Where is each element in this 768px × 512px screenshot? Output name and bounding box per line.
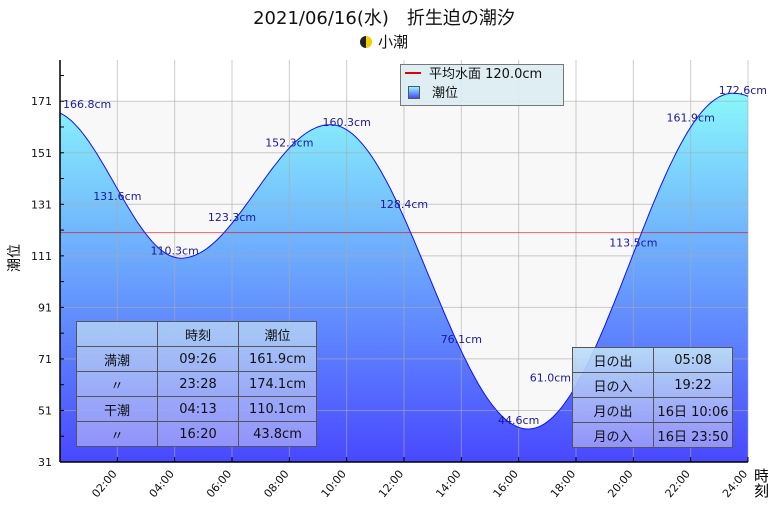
cell: 09:26 — [157, 346, 239, 372]
cell: 16日 10:06 — [653, 397, 733, 423]
cell: 110.1cm — [238, 396, 317, 422]
table-row: 日の入 19:22 — [572, 372, 733, 398]
x-axis-label: 時刻 — [752, 468, 768, 498]
table-row: 日の出 05:08 — [572, 347, 733, 373]
half-moon-icon — [359, 36, 372, 48]
point-label: 172.6cm — [719, 84, 767, 97]
cell: 16日 23:50 — [653, 422, 733, 448]
point-label: 123.3cm — [208, 211, 256, 224]
tide-table: 時刻 潮位 満潮 09:26 161.9cm 〃 23:28 174.1cm 干潮 04:… — [76, 321, 317, 447]
x-tick-label: 06:00 — [204, 468, 234, 501]
cell: 月の入 — [572, 422, 654, 448]
tide-type-label: 小潮 — [377, 33, 408, 51]
cell: 満潮 — [76, 346, 158, 372]
y-tick-label: 51 — [38, 404, 52, 417]
x-tick-label: 18:00 — [548, 468, 578, 501]
table-row: 月の入 16日 23:50 — [572, 422, 733, 448]
cell: 16:20 — [157, 421, 239, 447]
legend-item-tide: 潮位 — [401, 84, 563, 103]
cell: 〃 — [76, 371, 158, 397]
x-tick-label: 04:00 — [147, 468, 177, 501]
header-cell — [76, 321, 158, 347]
cell: 〃 — [76, 421, 158, 447]
point-label: 44.6cm — [498, 414, 539, 427]
cell: 174.1cm — [238, 371, 317, 397]
point-label: 161.9cm — [667, 112, 715, 125]
x-tick-label: 22:00 — [663, 468, 693, 501]
cell: 月の出 — [572, 397, 654, 423]
x-tick-label: 12:00 — [376, 468, 406, 501]
point-label: 128.4cm — [380, 198, 428, 211]
table-header-row: 時刻 潮位 — [76, 321, 317, 347]
cell: 日の出 — [572, 347, 654, 373]
cell: 干潮 — [76, 396, 158, 422]
cell: 04:13 — [157, 396, 239, 422]
point-label: 160.3cm — [323, 116, 371, 129]
point-label: 61.0cm — [530, 372, 571, 385]
x-tick-label: 20:00 — [605, 468, 635, 501]
point-label: 152.3cm — [265, 136, 313, 149]
table-row: 満潮 09:26 161.9cm — [76, 346, 317, 372]
table-row: 月の出 16日 10:06 — [572, 397, 733, 423]
table-row: 干潮 04:13 110.1cm — [76, 396, 317, 422]
point-label: 113.5cm — [609, 236, 657, 249]
tide-line — [59, 92, 749, 430]
point-label: 110.3cm — [151, 245, 199, 258]
x-tick-label: 24:00 — [720, 468, 750, 501]
point-label: 131.6cm — [93, 190, 141, 203]
x-tick-label: 02:00 — [89, 468, 119, 501]
y-tick-label: 131 — [31, 198, 52, 211]
legend: 平均水面 120.0cm 潮位 — [400, 64, 564, 106]
y-tick-label: 71 — [38, 353, 52, 366]
x-tick-label: 16:00 — [491, 468, 521, 501]
x-tick-label: 08:00 — [261, 468, 291, 501]
legend-item-mean: 平均水面 120.0cm — [401, 65, 563, 84]
y-tick-label: 31 — [38, 456, 52, 469]
red-line-icon — [405, 72, 421, 74]
gradient-square-icon — [408, 86, 420, 99]
table-row: 〃 23:28 174.1cm — [76, 371, 317, 397]
table-row: 〃 16:20 43.8cm — [76, 421, 317, 447]
x-tick-label: 10:00 — [319, 468, 349, 501]
cell: 19:22 — [653, 372, 733, 398]
y-axis-label: 潮位 — [7, 244, 23, 272]
cell: 日の入 — [572, 372, 654, 398]
cell: 05:08 — [653, 347, 733, 373]
tide-type: 小潮 — [0, 31, 768, 52]
header-cell: 時刻 — [157, 321, 239, 347]
cell: 161.9cm — [238, 346, 317, 372]
y-tick-label: 91 — [38, 301, 52, 314]
cell: 43.8cm — [238, 421, 317, 447]
sun-moon-table: 日の出 05:08 日の入 19:22 月の出 16日 10:06 月の入 16日 23… — [572, 347, 733, 448]
point-label: 166.8cm — [63, 98, 111, 111]
y-tick-label: 171 — [31, 95, 52, 108]
header-cell: 潮位 — [238, 321, 317, 347]
cell: 23:28 — [157, 371, 239, 397]
y-tick-label: 151 — [31, 147, 52, 160]
x-tick-label: 14:00 — [433, 468, 463, 501]
y-tick-label: 111 — [31, 250, 52, 263]
point-label: 76.1cm — [441, 333, 482, 346]
chart-title: 2021/06/16(水) 折生迫の潮汐 — [253, 8, 515, 29]
